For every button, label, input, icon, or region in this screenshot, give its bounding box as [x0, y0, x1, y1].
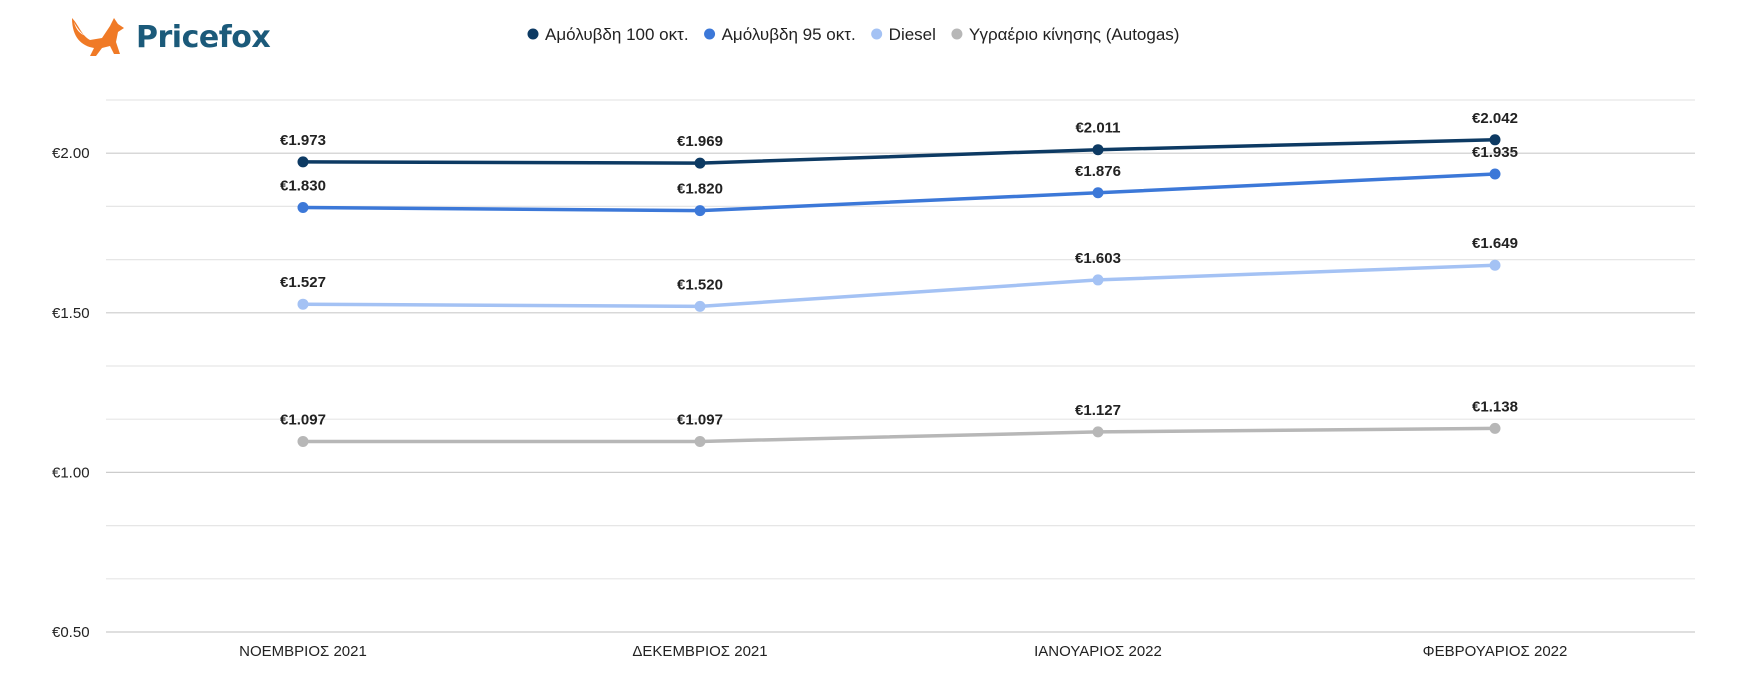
data-label: €1.097: [677, 411, 723, 428]
data-point: [1092, 426, 1104, 438]
data-point: [694, 157, 706, 169]
brand-name: Pricefox: [136, 19, 271, 55]
legend-marker: [951, 28, 963, 40]
data-point: [1489, 259, 1501, 271]
legend-label: Υγραέριο κίνησης (Autogas): [969, 25, 1180, 44]
data-label: €1.935: [1472, 144, 1518, 161]
data-point: [694, 205, 706, 217]
legend-label: Αμόλυβδη 100 οκτ.: [545, 25, 689, 44]
data-label: €1.603: [1075, 250, 1121, 267]
data-label: €1.127: [1075, 402, 1121, 419]
data-point: [297, 201, 309, 213]
data-label: €1.649: [1472, 235, 1518, 252]
legend-marker: [527, 28, 539, 40]
series-line: [302, 138, 1496, 165]
data-point: [1092, 274, 1104, 286]
data-label: €1.097: [280, 411, 326, 428]
data-point: [1489, 168, 1501, 180]
x-tick-label: ΙΑΝΟΥΑΡΙΟΣ 2022: [1034, 643, 1162, 660]
data-point: [1489, 422, 1501, 434]
legend-label: Diesel: [889, 25, 936, 44]
data-point: [1092, 187, 1104, 199]
data-point: [694, 300, 706, 312]
data-label: €1.969: [677, 133, 723, 150]
x-tick-label: ΦΕΒΡΟΥΑΡΙΟΣ 2022: [1423, 643, 1568, 660]
legend-label: Αμόλυβδη 95 οκτ.: [722, 25, 856, 44]
y-tick-label: €1.50: [52, 305, 90, 322]
data-label: €1.138: [1472, 398, 1518, 415]
data-point: [297, 298, 309, 310]
y-tick-label: €1.00: [52, 464, 90, 481]
data-label: €1.520: [677, 276, 723, 293]
data-label: €2.011: [1075, 120, 1120, 137]
data-point: [297, 156, 309, 168]
data-point: [297, 435, 309, 447]
data-label: €1.973: [280, 132, 326, 149]
data-point: [1092, 144, 1104, 156]
y-tick-label: €0.50: [52, 624, 90, 641]
data-label: €1.876: [1075, 163, 1121, 180]
series-line: [302, 263, 1496, 309]
data-label: €1.830: [280, 177, 326, 194]
series-line: [303, 426, 1496, 444]
series-line: [302, 172, 1496, 213]
pricefox-logo: Pricefox: [68, 14, 271, 60]
x-tick-label: ΔΕΚΕΜΒΡΙΟΣ 2021: [632, 643, 767, 660]
legend-marker: [704, 28, 716, 40]
data-point: [1489, 134, 1501, 146]
data-label: €1.527: [280, 274, 326, 291]
y-tick-label: €2.00: [52, 145, 90, 162]
data-point: [694, 435, 706, 447]
data-label: €1.820: [677, 181, 723, 198]
data-label: €2.042: [1472, 110, 1518, 127]
fox-icon: [72, 18, 124, 56]
x-tick-label: ΝΟΕΜΒΡΙΟΣ 2021: [239, 643, 367, 660]
legend-marker: [871, 28, 883, 40]
